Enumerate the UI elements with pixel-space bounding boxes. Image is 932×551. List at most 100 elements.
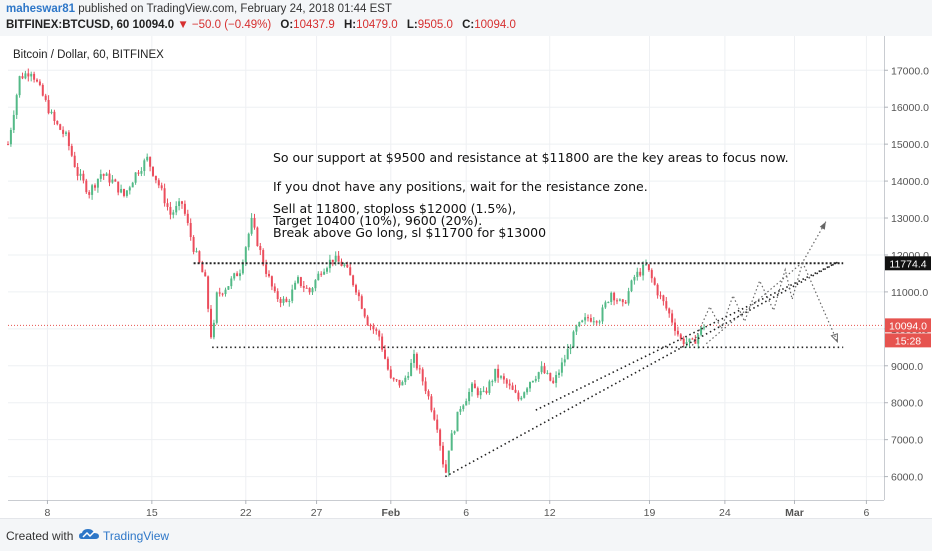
candle-body — [366, 316, 369, 326]
candle-body — [340, 261, 343, 267]
low-value: 9505.0 — [417, 19, 453, 31]
candle-body — [262, 250, 265, 265]
candle-body — [276, 291, 279, 300]
close-value: 10094.0 — [474, 19, 516, 31]
candle-body — [456, 411, 459, 432]
candle-body — [526, 388, 529, 393]
candle-body — [210, 308, 212, 338]
last-price-tag-bg — [885, 318, 931, 333]
x-tick-label: 6 — [463, 507, 469, 518]
candle-body — [520, 397, 523, 400]
candle-body — [552, 380, 555, 383]
candle-body — [381, 336, 384, 350]
x-tick-label: 22 — [240, 507, 252, 518]
candle-body — [82, 173, 85, 181]
candle-body — [482, 390, 485, 392]
candle-body — [491, 381, 494, 383]
candle-body — [514, 389, 517, 393]
price-tags: 11774.4 10094.0 15:28 — [885, 256, 931, 348]
candle-body — [273, 286, 276, 292]
arrow-down-head — [830, 333, 838, 343]
candle-body — [572, 331, 575, 348]
candle-body — [189, 223, 192, 238]
candle-body — [65, 132, 67, 134]
candle-body — [592, 321, 595, 323]
resistance-price-tag: 11774.4 — [889, 258, 926, 270]
candle-body — [668, 308, 671, 314]
candle-body — [546, 372, 549, 374]
candle-body — [555, 375, 558, 383]
candle-body — [67, 132, 70, 147]
candle-body — [12, 114, 15, 130]
candle-body — [627, 291, 630, 304]
candle-body — [630, 280, 633, 292]
y-tick-label: 8000.0 — [891, 398, 923, 410]
candle-body — [88, 192, 91, 195]
author-link[interactable]: maheswar81 — [6, 3, 76, 15]
candle-body — [183, 203, 186, 214]
candle-body — [94, 185, 96, 188]
candle-body — [703, 327, 705, 329]
candle-body — [114, 179, 117, 182]
candle-body — [91, 185, 94, 195]
x-tick-label: 8 — [45, 507, 51, 518]
candle-body — [540, 366, 543, 373]
last-price-tag: 10094.0 — [889, 320, 927, 332]
candle-body — [288, 300, 291, 302]
candle-body — [607, 301, 610, 303]
x-tick-label: 12 — [544, 507, 556, 518]
candle-body — [633, 277, 636, 281]
candle-body — [265, 264, 268, 274]
candle-body — [418, 368, 421, 370]
x-axis[interactable]: 8 15 22 27 Feb 6 12 19 24 Mar 6 — [45, 500, 870, 518]
zigzag-path — [691, 262, 804, 346]
candle-body — [207, 276, 210, 309]
candle-body — [294, 282, 297, 290]
candle-body — [85, 180, 88, 193]
candle-body — [413, 353, 415, 363]
candle-body — [433, 410, 436, 420]
candle-body — [589, 318, 592, 322]
candle-body — [169, 206, 172, 215]
trade-notes: So our support at $9500 and resistance a… — [272, 150, 789, 240]
trade-note-line: Target 10400 (10%), 9600 (20%). — [272, 213, 482, 228]
candle-body — [186, 213, 189, 224]
candle-body — [537, 372, 540, 379]
candle-body — [642, 264, 645, 276]
candle-body — [378, 330, 381, 337]
candle-body — [384, 349, 386, 359]
candle-body — [7, 144, 9, 146]
candle-body — [215, 292, 218, 323]
candle-body — [462, 405, 465, 410]
candle-body — [73, 155, 76, 167]
x-tick-label: 15 — [146, 507, 158, 518]
candle-body — [204, 272, 207, 277]
candle-body — [502, 376, 505, 380]
candle-body — [601, 307, 604, 322]
candle-body — [404, 377, 407, 383]
price-chart[interactable]: 6000.07000.08000.09000.010000.011000.012… — [0, 36, 932, 518]
candle-body — [154, 175, 157, 181]
candle-body — [447, 450, 450, 473]
candle-body — [227, 286, 230, 290]
open-label: O: — [280, 19, 294, 31]
candle-body — [117, 181, 120, 193]
candle-body — [343, 264, 346, 267]
candle-body — [610, 292, 613, 302]
close-label: C: — [462, 19, 475, 31]
candle-body — [352, 275, 355, 286]
candle-body — [679, 334, 682, 339]
x-tick-label: 24 — [719, 507, 731, 518]
candle-body — [584, 317, 587, 321]
countdown-tag-bg — [885, 333, 931, 348]
y-tick-label: 13000.0 — [891, 213, 929, 225]
candle-body — [363, 308, 366, 317]
candle-body — [613, 292, 616, 301]
candle-body — [560, 362, 563, 373]
candle-body — [566, 349, 569, 360]
tradingview-link[interactable]: TradingView — [103, 529, 170, 543]
last-price: 10094.0 — [132, 19, 175, 31]
candle-body — [494, 368, 497, 382]
candle-body — [195, 251, 198, 253]
tradingview-cloud-icon[interactable] — [78, 527, 100, 543]
